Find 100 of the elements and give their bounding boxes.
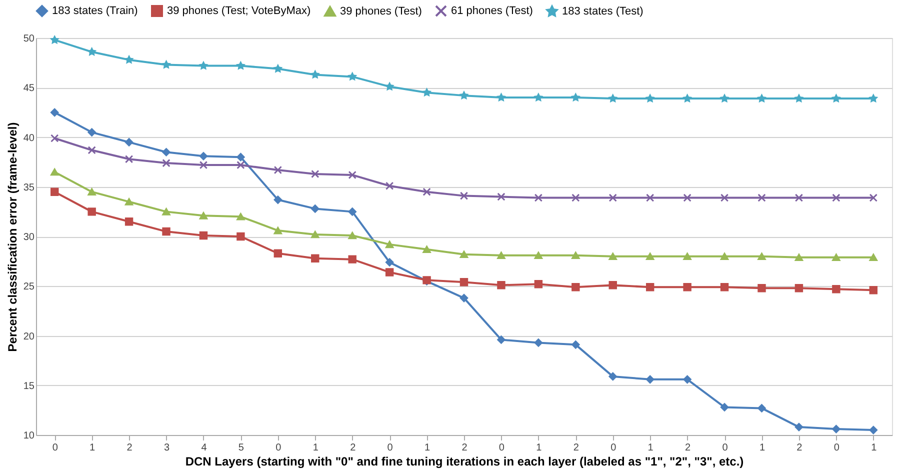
point xyxy=(497,252,506,260)
y-tick-label: 10 xyxy=(23,430,35,442)
point xyxy=(88,208,96,216)
point xyxy=(795,94,803,102)
point xyxy=(386,82,394,90)
point xyxy=(50,108,59,117)
point xyxy=(162,148,170,156)
point xyxy=(385,258,394,266)
point xyxy=(869,194,878,202)
point xyxy=(422,88,431,96)
x-tick-label: 1 xyxy=(871,442,878,454)
point xyxy=(162,60,170,68)
point xyxy=(572,194,580,202)
x-tick-label: 3 xyxy=(164,442,170,454)
x-tick-label: 2 xyxy=(350,442,356,454)
point xyxy=(162,158,170,168)
point xyxy=(348,170,356,180)
point xyxy=(88,128,96,136)
point xyxy=(572,252,580,260)
point xyxy=(572,340,580,349)
point xyxy=(348,208,356,216)
x-tick-label: 1 xyxy=(424,442,430,454)
x-tick-label: 0 xyxy=(387,442,394,454)
x-tick-label: 2 xyxy=(796,442,803,454)
point xyxy=(460,91,468,100)
point xyxy=(124,218,134,226)
point xyxy=(50,188,59,196)
y-tick-label: 20 xyxy=(23,331,35,342)
point xyxy=(869,426,878,434)
point xyxy=(534,280,543,288)
legend-label: 183 states (Train) xyxy=(52,5,138,17)
point xyxy=(720,283,729,292)
point xyxy=(422,188,431,196)
y-axis-title: Percent classification error (frame-level) xyxy=(5,122,20,352)
x-tick-label: 5 xyxy=(238,442,244,454)
point xyxy=(758,284,766,292)
point xyxy=(422,246,431,254)
point xyxy=(236,160,245,170)
x-tick-label: 2 xyxy=(573,442,580,454)
point xyxy=(274,249,282,258)
point xyxy=(683,252,692,260)
point xyxy=(497,192,506,201)
point xyxy=(572,283,580,292)
point xyxy=(50,134,59,142)
point xyxy=(385,268,394,276)
point xyxy=(832,94,840,102)
point xyxy=(348,232,356,240)
point xyxy=(162,208,170,216)
point xyxy=(236,232,245,241)
point xyxy=(646,194,654,202)
point xyxy=(683,375,692,384)
y-tick-label: 30 xyxy=(23,232,35,243)
point xyxy=(50,36,59,44)
point xyxy=(460,278,468,286)
point xyxy=(88,146,96,154)
point xyxy=(274,166,282,174)
point xyxy=(794,284,804,292)
y-tick-label: 35 xyxy=(23,182,35,194)
point xyxy=(683,194,692,202)
point xyxy=(758,404,766,412)
point xyxy=(236,212,245,220)
x-tick-label: 2 xyxy=(685,442,692,454)
point xyxy=(348,72,356,80)
y-tick-label: 50 xyxy=(23,34,35,44)
x-tick-label: 2 xyxy=(126,442,133,454)
x-tick-label: 1 xyxy=(90,442,96,454)
point xyxy=(832,285,840,294)
x-tick-label: 2 xyxy=(462,442,468,454)
x-tick-label: 0 xyxy=(610,442,617,454)
point xyxy=(236,62,245,70)
point xyxy=(608,372,617,381)
y-tick-label: 15 xyxy=(23,380,35,392)
point xyxy=(124,154,134,164)
point xyxy=(199,231,208,240)
point xyxy=(311,70,320,78)
point xyxy=(236,152,245,162)
point xyxy=(720,194,729,202)
point xyxy=(460,192,468,200)
point xyxy=(794,194,804,202)
point xyxy=(608,94,617,102)
point xyxy=(869,286,878,294)
point xyxy=(162,227,170,236)
point xyxy=(274,64,282,72)
point xyxy=(683,283,692,292)
point xyxy=(758,194,766,202)
point xyxy=(720,94,728,102)
point xyxy=(794,254,804,261)
point xyxy=(311,230,320,238)
point xyxy=(460,294,468,302)
point xyxy=(385,182,394,190)
x-tick-label: 1 xyxy=(536,442,542,454)
point xyxy=(50,168,59,176)
x-tick-label: 4 xyxy=(201,442,208,454)
point xyxy=(274,226,282,234)
point xyxy=(497,336,506,344)
point xyxy=(497,281,506,290)
x-axis-title: DCN Layers (starting with "0" and fine tuning iterations in each layer (labeled as "1", "2", "3", etc.) xyxy=(185,454,744,468)
x-tick-label: 0 xyxy=(834,442,840,454)
y-tick-label: 40 xyxy=(23,132,35,144)
legend-label: 39 phones (Test; VoteByMax) xyxy=(167,5,311,17)
